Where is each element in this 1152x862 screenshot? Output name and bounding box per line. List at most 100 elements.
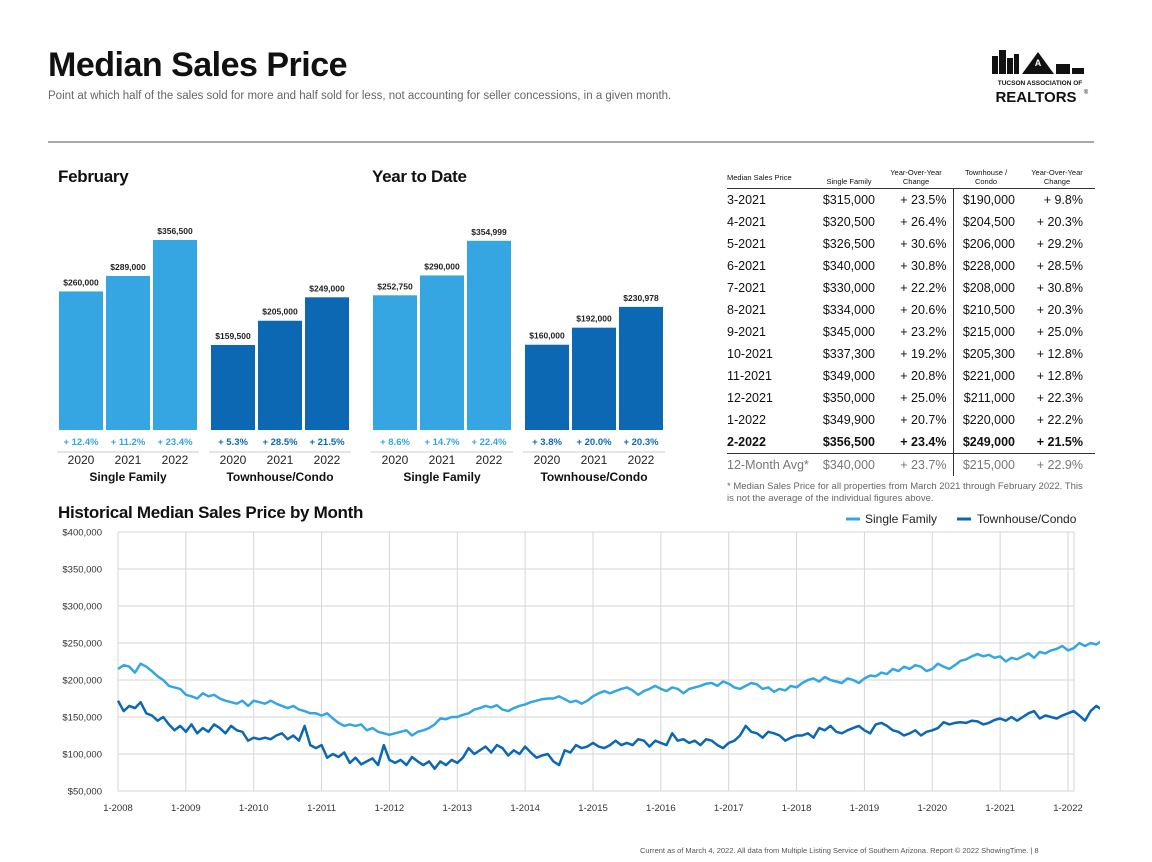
- bar-value-label: $260,000: [63, 277, 99, 287]
- table-row: 9-2021 $345,000 + 23.2% $215,000 + 25.0%: [727, 321, 1095, 343]
- table-cell: 3-2021: [727, 189, 819, 212]
- bar-year-label: 2022: [476, 453, 503, 467]
- table-cell: + 30.8%: [879, 255, 953, 277]
- svg-text:A: A: [1035, 58, 1042, 68]
- y-tick-label: $350,000: [62, 565, 102, 576]
- monthly-price-table: Median Sales Price Single Family Year-Ov…: [727, 160, 1095, 476]
- table-cell: + 26.4%: [879, 211, 953, 233]
- table-cell: $205,300: [953, 343, 1019, 365]
- table-cell: + 9.8%: [1019, 189, 1095, 212]
- table-cell: 11-2021: [727, 365, 819, 387]
- x-tick-label: 1-2010: [239, 803, 269, 814]
- table-avg-cell: + 23.7%: [879, 454, 953, 477]
- table-cell: 9-2021: [727, 321, 819, 343]
- table-cell: $211,000: [953, 387, 1019, 409]
- table-cell: + 25.0%: [879, 387, 953, 409]
- legend-label-townhouse: Townhouse/Condo: [977, 512, 1077, 526]
- table-cell: + 20.6%: [879, 299, 953, 321]
- bar-year-label: 2022: [314, 453, 341, 467]
- table-cell: $315,000: [819, 189, 879, 212]
- bar-value-label: $160,000: [529, 331, 565, 341]
- table-cell: $215,000: [953, 321, 1019, 343]
- table-cell: + 30.8%: [1019, 277, 1095, 299]
- y-tick-label: $150,000: [62, 713, 102, 724]
- bar: [106, 276, 150, 430]
- table-header-single-family: Single Family: [819, 160, 879, 189]
- group-name-label: Single Family: [403, 470, 481, 484]
- bar: [525, 345, 569, 430]
- table-cell: $337,300: [819, 343, 879, 365]
- table-cell: + 23.2%: [879, 321, 953, 343]
- bar-change-label: + 14.7%: [424, 437, 460, 448]
- table-cell: + 22.2%: [1019, 409, 1095, 431]
- bar-year-label: 2021: [429, 453, 456, 467]
- bar-year-label: 2020: [220, 453, 247, 467]
- x-tick-label: 1-2017: [714, 803, 744, 814]
- bar-value-label: $192,000: [576, 314, 612, 324]
- table-cell: 8-2021: [727, 299, 819, 321]
- bar-charts: $260,000 + 12.4% 2020 $289,000 + 11.2% 2021 $3…: [0, 0, 700, 500]
- table-cell: $210,500: [953, 299, 1019, 321]
- table-cell: + 12.8%: [1019, 365, 1095, 387]
- bar-year-label: 2020: [68, 453, 95, 467]
- bar-change-label: + 5.3%: [218, 437, 248, 448]
- bar-change-label: + 11.2%: [111, 437, 146, 448]
- bar-value-label: $230,978: [623, 293, 659, 303]
- table-cell: 10-2021: [727, 343, 819, 365]
- table-row: 4-2021 $320,500 + 26.4% $204,500 + 20.3%: [727, 211, 1095, 233]
- bar-year-label: 2022: [162, 453, 189, 467]
- x-tick-label: 1-2008: [103, 803, 133, 814]
- bar-change-label: + 23.4%: [157, 437, 193, 448]
- bar: [467, 241, 511, 430]
- table-cell: + 23.4%: [879, 431, 953, 454]
- logo-registered-mark: ®: [1084, 89, 1089, 96]
- tucson-realtors-logo: A TUCSON ASSOCIATION OF REALTORS ®: [988, 46, 1092, 106]
- table-cell: $204,500: [953, 211, 1019, 233]
- table-avg-cell: + 22.9%: [1019, 454, 1095, 477]
- table-cell: + 29.2%: [1019, 233, 1095, 255]
- table-header-month: Median Sales Price: [727, 160, 819, 189]
- y-tick-label: $100,000: [62, 750, 102, 761]
- table-cell: + 22.2%: [879, 277, 953, 299]
- x-tick-label: 1-2018: [782, 803, 812, 814]
- table-cell: + 28.5%: [1019, 255, 1095, 277]
- table-row: 6-2021 $340,000 + 30.8% $228,000 + 28.5%: [727, 255, 1095, 277]
- bar-value-label: $159,500: [215, 331, 251, 341]
- table-cell: $206,000: [953, 233, 1019, 255]
- bar-value-label: $289,000: [110, 262, 146, 272]
- x-tick-label: 1-2014: [510, 803, 540, 814]
- bar: [59, 291, 103, 430]
- bar-year-label: 2022: [628, 453, 655, 467]
- bar: [373, 295, 417, 430]
- table-row: 7-2021 $330,000 + 22.2% $208,000 + 30.8%: [727, 277, 1095, 299]
- table-cell: + 20.8%: [879, 365, 953, 387]
- logo-line1: TUCSON ASSOCIATION OF: [998, 80, 1083, 87]
- table-cell: + 21.5%: [1019, 431, 1095, 454]
- table-row: 10-2021 $337,300 + 19.2% $205,300 + 12.8%: [727, 343, 1095, 365]
- table-cell: 2-2022: [727, 431, 819, 454]
- table-cell: $326,500: [819, 233, 879, 255]
- bar-year-label: 2021: [581, 453, 608, 467]
- bar-year-label: 2021: [267, 453, 294, 467]
- y-tick-label: $300,000: [62, 602, 102, 613]
- table-cell: + 25.0%: [1019, 321, 1095, 343]
- bar: [572, 328, 616, 430]
- table-cell: + 30.6%: [879, 233, 953, 255]
- x-tick-label: 1-2020: [917, 803, 947, 814]
- table-cell: + 20.3%: [1019, 211, 1095, 233]
- table-header-th-change: Year-Over-Year Change: [1019, 160, 1095, 189]
- table-row: 3-2021 $315,000 + 23.5% $190,000 + 9.8%: [727, 189, 1095, 212]
- table-cell: 5-2021: [727, 233, 819, 255]
- bar-change-label: + 20.3%: [623, 437, 659, 448]
- bar: [305, 297, 349, 430]
- table-cell: $349,900: [819, 409, 879, 431]
- table-cell: 4-2021: [727, 211, 819, 233]
- table-avg-cell: $215,000: [953, 454, 1019, 477]
- table-cell: $220,000: [953, 409, 1019, 431]
- x-tick-label: 1-2015: [578, 803, 608, 814]
- bar-value-label: $354,999: [471, 227, 507, 237]
- group-name-label: Townhouse/Condo: [540, 470, 647, 484]
- table-row: 5-2021 $326,500 + 30.6% $206,000 + 29.2%: [727, 233, 1095, 255]
- x-tick-label: 1-2012: [375, 803, 405, 814]
- bar-value-label: $205,000: [262, 307, 298, 317]
